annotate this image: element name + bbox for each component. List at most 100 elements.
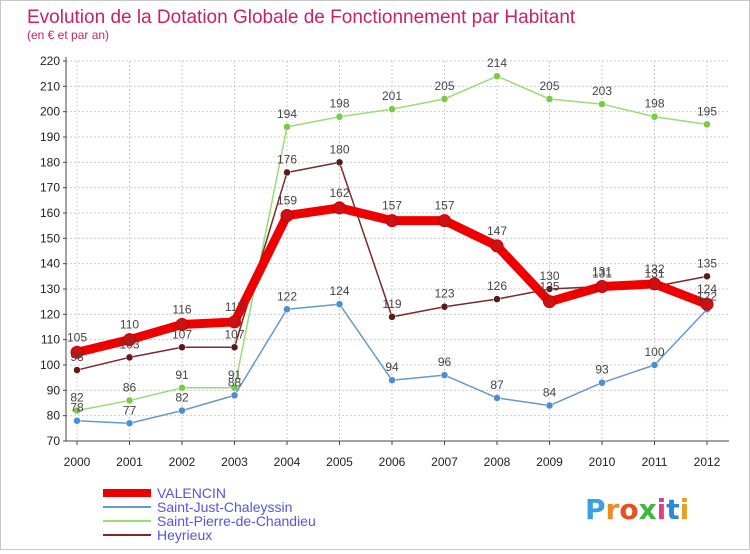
y-tick-label: 140 [40,257,60,271]
data-label: 124 [697,282,717,296]
x-tick-label: 2003 [221,455,248,469]
y-tick-label: 90 [47,383,61,397]
x-tick-label: 2000 [64,455,91,469]
data-point [73,366,81,374]
series-1 [73,300,711,428]
data-label: 180 [329,142,349,156]
legend-label: Saint-Pierre-de-Chandieu [157,513,316,529]
data-point [493,72,501,80]
data-label: 131 [592,264,612,278]
data-point [230,343,239,352]
data-label: 205 [539,79,559,93]
data-label: 125 [539,280,559,294]
data-label: 124 [329,284,349,298]
logo-letter: r [606,493,620,526]
data-point [175,317,189,331]
data-point [385,214,399,228]
data-label: 107 [224,327,244,341]
data-label: 122 [697,289,717,303]
y-tick-label: 170 [40,181,60,195]
data-point [545,95,554,103]
data-point [438,214,451,228]
data-label: 157 [434,199,454,213]
data-label: 77 [123,403,137,417]
data-point [283,168,291,177]
logo-letter: i [680,493,690,526]
data-point [73,406,81,415]
x-tick-label: 2012 [694,455,721,469]
data-label: 82 [70,391,84,405]
y-tick-label: 180 [40,155,60,169]
data-label: 103 [119,337,139,351]
data-point [440,302,449,311]
data-label: 105 [67,330,87,344]
data-label: 93 [595,363,609,377]
data-label: 96 [438,355,452,369]
y-tick-label: 220 [40,54,60,68]
data-point [283,305,291,314]
x-tick-label: 2001 [116,455,143,469]
x-tick-label: 2007 [431,455,458,469]
y-tick-label: 210 [40,79,60,93]
data-label: 198 [329,97,349,111]
chart-subtitle: (en € et par an) [27,28,109,42]
x-tick-label: 2009 [536,455,563,469]
data-point [388,105,396,113]
data-point [125,396,134,405]
data-point [490,239,504,253]
data-point [543,295,556,309]
data-point [73,416,81,425]
data-label: 107 [172,327,192,341]
data-label: 130 [539,269,559,283]
data-point [228,315,241,329]
series-2 [73,72,711,415]
data-point [280,209,294,223]
data-point [650,112,659,121]
data-point [703,120,711,129]
data-point [178,384,186,392]
data-label: 123 [434,287,454,301]
y-tick-label: 110 [41,333,60,347]
y-tick-label: 190 [40,130,60,144]
data-label: 91 [175,368,189,382]
logo-letter: o [619,493,638,526]
data-label: 198 [644,97,664,111]
x-tick-label: 2006 [379,455,406,469]
data-point [230,391,239,400]
logo-letter: i [657,493,667,526]
legend: VALENCINSaint-Just-ChaleyssinSaint-Pierr… [103,485,316,543]
data-point [178,343,186,352]
series-labels-3: 98 103 107 107 176 180 119 123 126 130 131 131 135 [70,142,717,364]
data-label: 82 [175,391,189,405]
x-tick-label: 2002 [169,455,196,469]
data-point [650,361,659,369]
x-tick-label: 2008 [484,455,511,469]
y-tick-label: 150 [40,231,60,245]
legend-label: Saint-Just-Chaleyssin [157,499,292,515]
series-0 [70,201,714,359]
logo-letter: x [639,493,657,526]
logo-letter: P [585,493,606,526]
data-point [700,297,714,311]
data-point [230,384,239,392]
axes [65,57,729,442]
data-point [440,95,449,103]
x-tick-label: 2004 [274,455,301,469]
legend-label: VALENCIN [157,485,226,501]
data-label: 203 [592,84,612,98]
data-label: 100 [644,345,664,359]
data-point [125,353,134,362]
data-label: 78 [70,401,84,415]
grid [66,60,729,442]
data-label: 157 [382,199,402,213]
data-label: 117 [225,300,244,314]
x-tick-label: 2010 [589,455,616,469]
x-axis-ticks: 2000 2001 2002 2003 2004 2005 2006 2007 2008 2009… [64,441,721,469]
data-point [335,112,344,121]
proxiti-logo: Proxiti [585,493,689,526]
